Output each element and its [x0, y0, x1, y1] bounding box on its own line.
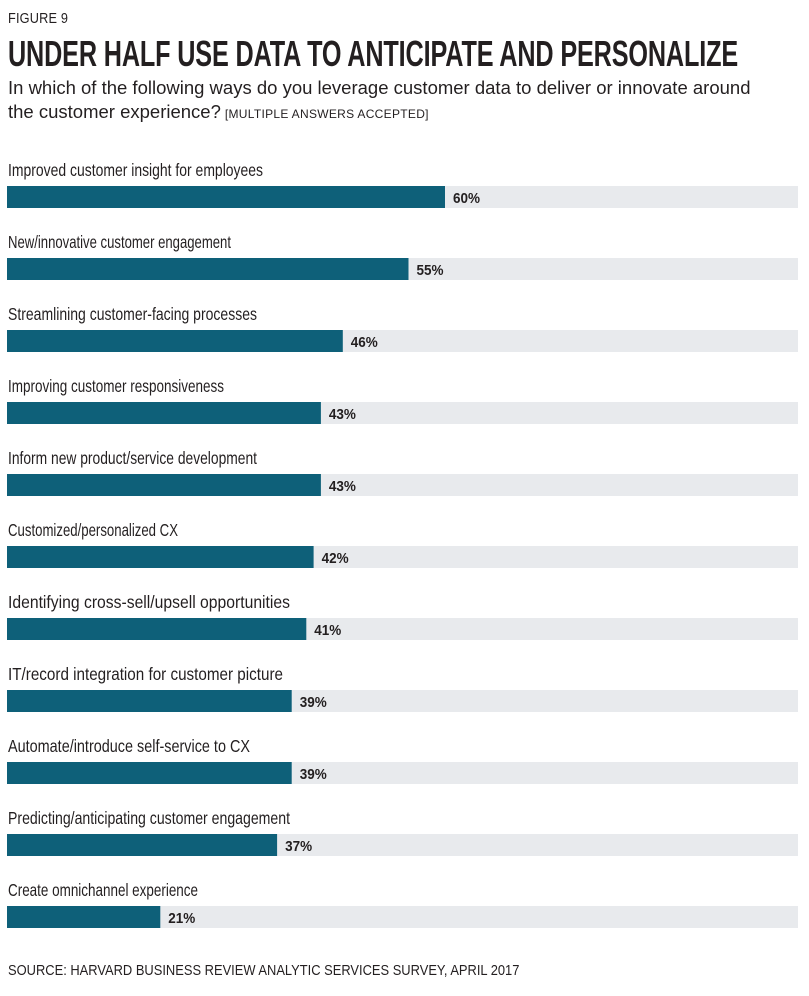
value-label: 37% — [285, 838, 312, 855]
value-label: 55% — [417, 262, 444, 279]
category-label: Create omnichannel experience — [8, 880, 198, 900]
value-label: 21% — [168, 910, 195, 927]
category-label: IT/record integration for customer pictu… — [8, 664, 283, 684]
bar — [7, 762, 292, 784]
category-label: New/innovative customer engagement — [8, 232, 231, 252]
category-label: Improving customer responsiveness — [8, 376, 224, 396]
value-label: 60% — [453, 190, 480, 207]
source-note: SOURCE: HARVARD BUSINESS REVIEW ANALYTIC… — [8, 962, 520, 979]
category-label: Inform new product/service development — [8, 448, 257, 468]
bar — [7, 330, 343, 352]
bar — [7, 690, 292, 712]
bar — [7, 402, 321, 424]
category-label: Improved customer insight for employees — [8, 160, 263, 180]
value-label: 46% — [351, 334, 378, 351]
subtitle-note: [MULTIPLE ANSWERS ACCEPTED] — [224, 107, 429, 121]
category-label: Predicting/anticipating customer engagem… — [8, 808, 290, 828]
figure-label: FIGURE 9 — [8, 10, 69, 27]
category-label: Identifying cross-sell/upsell opportunit… — [8, 592, 290, 612]
value-label: 43% — [329, 406, 356, 423]
bar-track — [7, 906, 798, 928]
bar — [7, 186, 445, 208]
value-label: 43% — [329, 478, 356, 495]
value-label: 41% — [314, 622, 341, 639]
bar — [7, 906, 161, 928]
category-label: Streamlining customer-facing processes — [8, 304, 257, 324]
value-label: 42% — [322, 550, 349, 567]
category-label: Automate/introduce self-service to CX — [8, 736, 250, 756]
value-label: 39% — [300, 766, 327, 783]
bar — [7, 618, 307, 640]
category-label: Customized/personalized CX — [8, 520, 178, 540]
bar — [7, 474, 321, 496]
bar — [7, 834, 278, 856]
bar — [7, 546, 314, 568]
bar — [7, 258, 409, 280]
chart-subtitle: In which of the following ways do you le… — [8, 76, 768, 126]
chart-title: UNDER HALF USE DATA TO ANTICIPATE AND PE… — [8, 33, 739, 74]
value-label: 39% — [300, 694, 327, 711]
subtitle-question: In which of the following ways do you le… — [8, 77, 751, 122]
